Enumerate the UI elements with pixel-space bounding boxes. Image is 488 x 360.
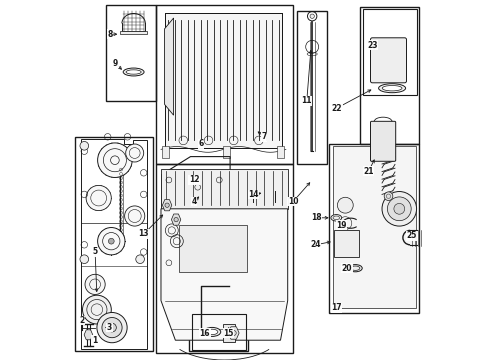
Circle shape	[98, 228, 125, 255]
Text: 24: 24	[310, 240, 321, 249]
Circle shape	[174, 217, 178, 222]
Text: 20: 20	[341, 264, 352, 273]
Text: 4: 4	[191, 197, 196, 206]
Polygon shape	[162, 199, 171, 211]
Polygon shape	[223, 324, 235, 342]
FancyBboxPatch shape	[370, 38, 406, 83]
Ellipse shape	[206, 329, 218, 335]
Text: 11: 11	[301, 96, 311, 105]
Circle shape	[108, 238, 114, 244]
Circle shape	[393, 203, 404, 214]
Circle shape	[98, 143, 132, 177]
Text: 7: 7	[261, 132, 266, 141]
Ellipse shape	[378, 84, 405, 93]
Ellipse shape	[348, 265, 362, 272]
Circle shape	[107, 323, 116, 332]
Text: 13: 13	[138, 230, 149, 239]
Polygon shape	[164, 18, 173, 115]
Ellipse shape	[123, 68, 144, 76]
Text: 14: 14	[248, 190, 258, 199]
Circle shape	[86, 185, 111, 211]
Circle shape	[125, 144, 143, 162]
Text: 23: 23	[366, 40, 377, 49]
Text: 15: 15	[223, 328, 233, 338]
Text: 21: 21	[363, 166, 373, 175]
Text: 25: 25	[406, 231, 416, 240]
Circle shape	[231, 330, 236, 336]
Text: 6: 6	[198, 139, 203, 148]
Polygon shape	[332, 146, 415, 308]
Polygon shape	[120, 31, 147, 34]
Circle shape	[386, 197, 410, 221]
Polygon shape	[276, 146, 284, 158]
Polygon shape	[84, 330, 93, 340]
Circle shape	[381, 192, 416, 226]
Polygon shape	[223, 146, 230, 158]
Polygon shape	[333, 230, 358, 257]
Circle shape	[124, 206, 144, 226]
Polygon shape	[161, 209, 287, 340]
Text: 10: 10	[287, 197, 298, 206]
Circle shape	[384, 192, 392, 201]
Circle shape	[136, 255, 144, 264]
Ellipse shape	[126, 70, 141, 74]
Circle shape	[337, 197, 352, 213]
Circle shape	[80, 141, 88, 150]
Ellipse shape	[203, 328, 220, 336]
Text: 12: 12	[188, 175, 199, 184]
Circle shape	[80, 255, 88, 264]
FancyBboxPatch shape	[370, 121, 395, 161]
Circle shape	[102, 318, 122, 338]
Polygon shape	[162, 146, 168, 158]
Ellipse shape	[330, 215, 341, 221]
Text: 18: 18	[310, 213, 321, 222]
Circle shape	[164, 203, 169, 207]
Text: 3: 3	[107, 323, 112, 332]
Polygon shape	[228, 327, 239, 339]
Circle shape	[309, 14, 314, 18]
Circle shape	[224, 329, 233, 337]
Text: 8: 8	[107, 30, 113, 39]
Text: 1: 1	[92, 336, 97, 345]
Polygon shape	[179, 225, 247, 272]
Text: 22: 22	[331, 104, 342, 112]
Ellipse shape	[382, 85, 401, 91]
Text: 9: 9	[113, 58, 118, 68]
Text: 19: 19	[336, 220, 346, 230]
Text: 2: 2	[79, 316, 84, 325]
Circle shape	[97, 312, 127, 343]
Text: 5: 5	[92, 248, 98, 256]
Polygon shape	[171, 214, 181, 225]
Text: 17: 17	[330, 303, 341, 312]
Text: 16: 16	[199, 328, 210, 338]
Circle shape	[82, 295, 111, 324]
Circle shape	[85, 274, 105, 294]
Polygon shape	[161, 169, 287, 209]
Polygon shape	[164, 13, 282, 148]
